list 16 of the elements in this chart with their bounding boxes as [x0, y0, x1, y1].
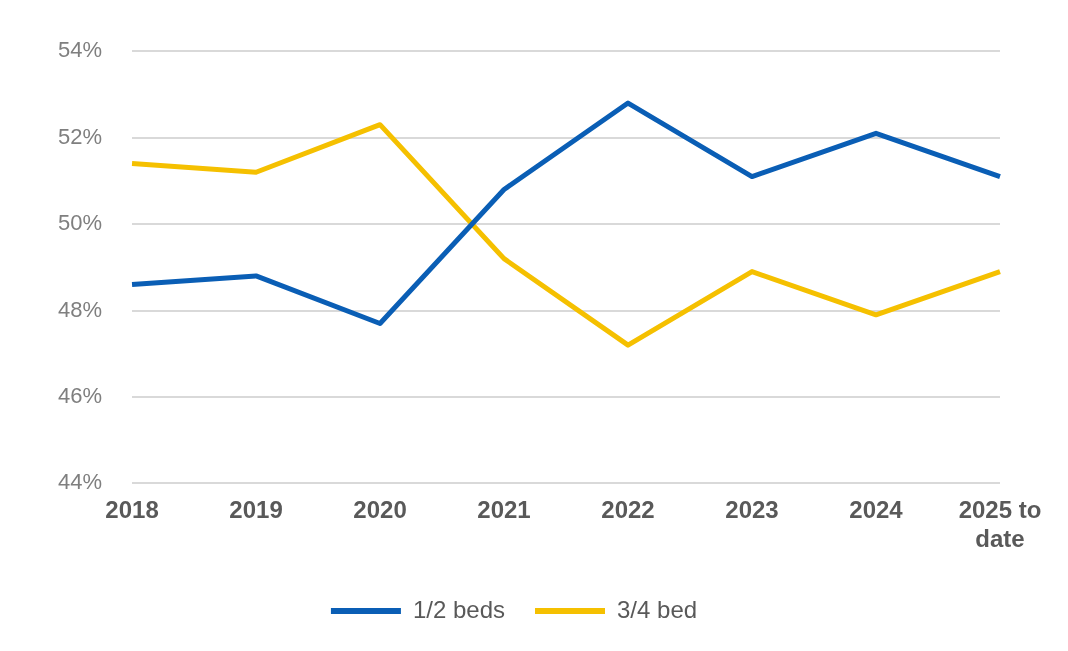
y-tick-label: 52%: [57, 123, 103, 149]
x-tick-label: 2021: [477, 496, 531, 524]
x-tick-label: 2023: [725, 496, 779, 524]
x-tick-label: 2022: [601, 496, 655, 524]
y-tick-label: 46%: [57, 383, 103, 409]
y-tick-label: 44%: [57, 469, 103, 495]
x-tick-label: 2018: [105, 496, 159, 524]
x-tick-label: 2020: [353, 496, 407, 524]
x-tick-label: 2019: [229, 496, 283, 524]
x-tick-label: 2024: [849, 496, 904, 524]
x-tick-label: 2025 to date: [958, 496, 1042, 553]
legend-label: 3/4 bed: [617, 595, 698, 623]
y-tick-label: 54%: [57, 37, 103, 63]
y-tick-label: 48%: [57, 296, 103, 322]
legend-label: 1/2 beds: [412, 595, 505, 623]
y-tick-label: 50%: [57, 210, 103, 236]
